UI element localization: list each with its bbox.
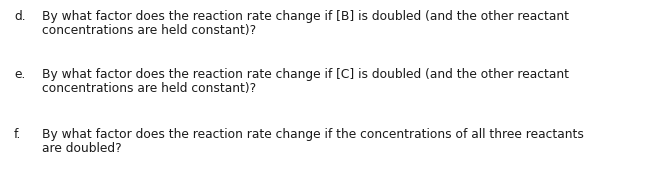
Text: d.: d. bbox=[14, 10, 26, 23]
Text: By what factor does the reaction rate change if the concentrations of all three : By what factor does the reaction rate ch… bbox=[42, 128, 584, 141]
Text: concentrations are held constant)?: concentrations are held constant)? bbox=[42, 82, 256, 95]
Text: are doubled?: are doubled? bbox=[42, 142, 122, 155]
Text: f.: f. bbox=[14, 128, 21, 141]
Text: By what factor does the reaction rate change if [C] is doubled (and the other re: By what factor does the reaction rate ch… bbox=[42, 68, 569, 81]
Text: e.: e. bbox=[14, 68, 26, 81]
Text: concentrations are held constant)?: concentrations are held constant)? bbox=[42, 24, 256, 37]
Text: By what factor does the reaction rate change if [B] is doubled (and the other re: By what factor does the reaction rate ch… bbox=[42, 10, 569, 23]
